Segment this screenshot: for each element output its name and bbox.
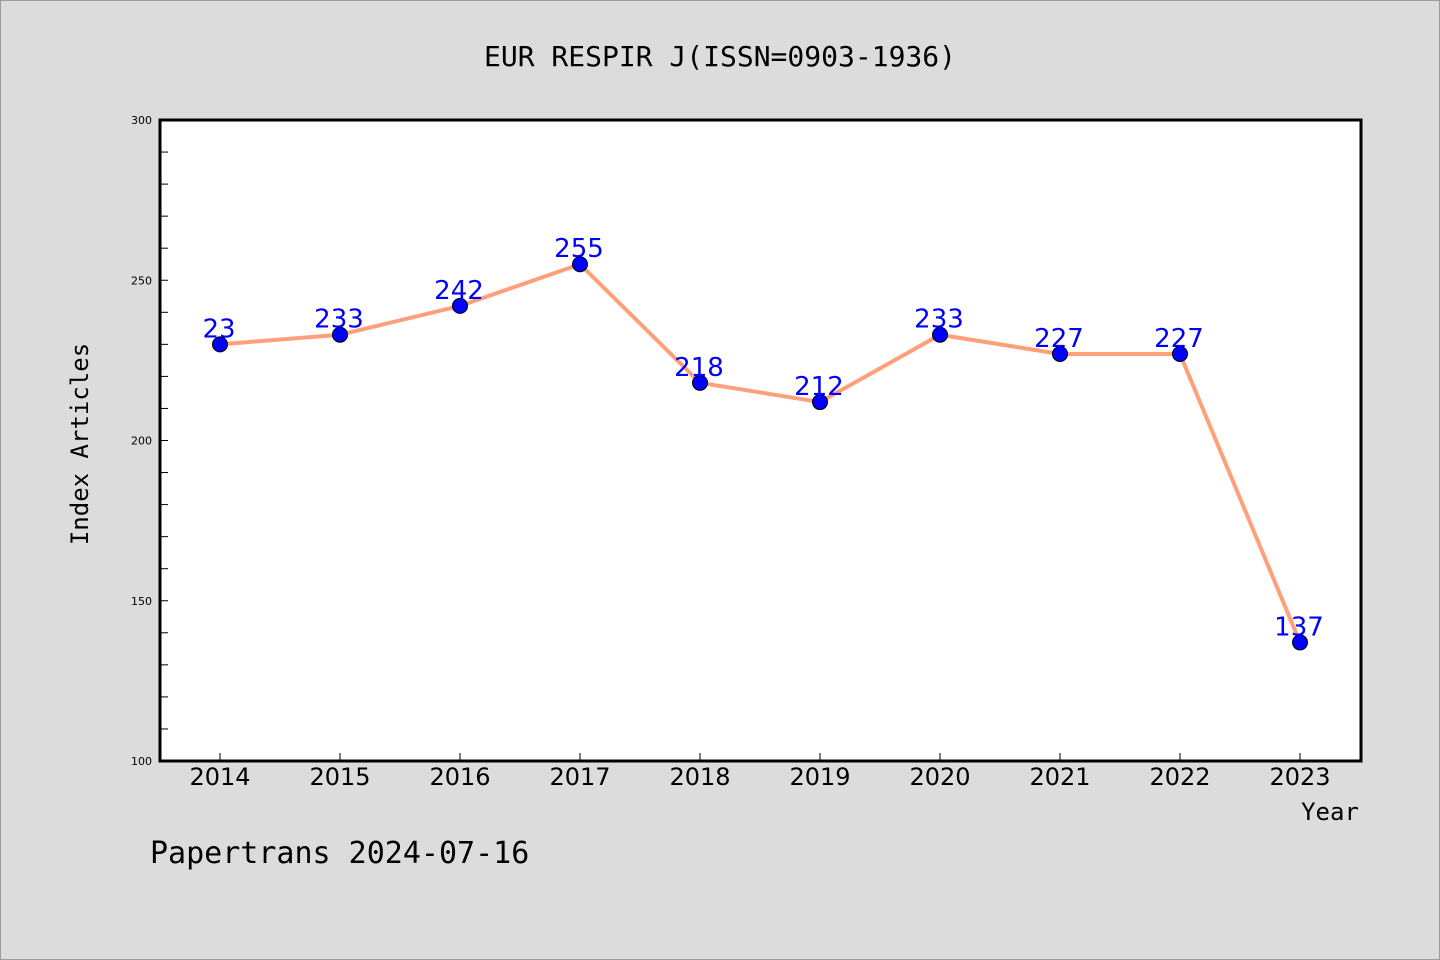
data-label: 212 (794, 372, 844, 402)
x-tick-label: 2015 (309, 763, 370, 791)
x-tick-label: 2020 (909, 763, 970, 791)
y-axis: 100 150 200 250 300 (131, 114, 168, 768)
y-tick-label: 100 (131, 755, 152, 768)
x-tick-label: 2023 (1269, 763, 1330, 791)
data-label: 218 (674, 353, 724, 383)
data-labels: 23 233 242 255 218 212 233 227 227 137 (202, 234, 1323, 642)
data-point (452, 297, 468, 314)
series-markers (212, 256, 1308, 651)
x-tick-label: 2019 (789, 763, 850, 791)
data-point (1052, 345, 1068, 362)
y-axis-label: Index Articles (66, 343, 94, 545)
data-label: 242 (434, 276, 484, 306)
footer-text: Papertrans 2024-07-16 (150, 836, 529, 871)
data-label: 137 (1274, 612, 1324, 642)
series-line (219, 262, 1302, 644)
data-point (212, 336, 228, 353)
x-tick-label: 2017 (549, 763, 610, 791)
x-tick-label: 2021 (1029, 763, 1090, 791)
y-tick-label: 300 (131, 114, 152, 127)
data-label: 23 (202, 314, 235, 344)
data-label: 255 (554, 234, 604, 264)
data-point (1292, 634, 1308, 651)
data-label: 233 (314, 305, 364, 335)
y-tick-label: 200 (131, 435, 152, 448)
data-point (932, 326, 948, 343)
x-axis-label: Year (1301, 798, 1359, 826)
x-tick-label: 2018 (669, 763, 730, 791)
data-label: 227 (1154, 324, 1204, 354)
x-tick-label: 2022 (1149, 763, 1210, 791)
y-tick-label: 250 (131, 274, 152, 287)
x-tick-label: 2016 (429, 763, 490, 791)
x-tick-label: 2014 (189, 763, 250, 791)
x-axis: 2014 2015 2016 2017 2018 2019 2020 2021 2022 2023 (189, 753, 1331, 791)
plot-area (158, 118, 1363, 763)
data-label: 227 (1034, 324, 1084, 354)
data-point (812, 394, 828, 411)
data-label: 233 (914, 305, 964, 335)
data-point (692, 374, 708, 391)
y-tick-label: 150 (131, 595, 152, 608)
chart-title: EUR RESPIR J(ISSN=0903-1936) (484, 40, 956, 73)
data-point (1172, 345, 1188, 362)
data-point (572, 256, 588, 273)
data-point (332, 326, 348, 343)
